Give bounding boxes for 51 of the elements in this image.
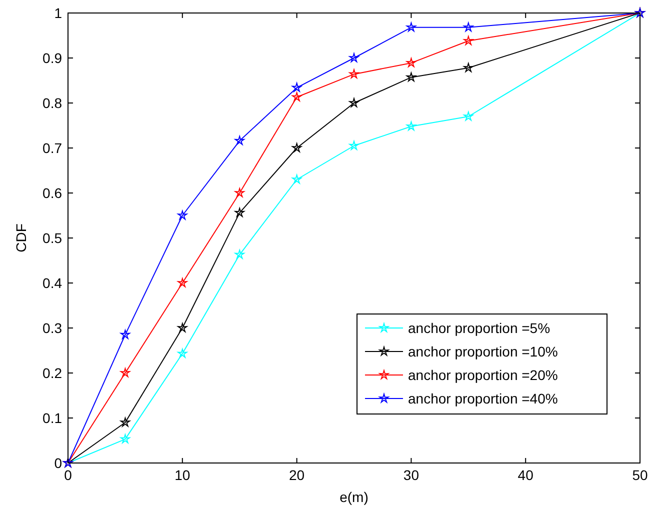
legend-label: anchor proportion =40% xyxy=(408,390,558,406)
y-tick-label: 0.3 xyxy=(42,320,62,336)
y-tick-label: 0.1 xyxy=(42,410,62,426)
point xyxy=(464,22,474,32)
point xyxy=(120,418,130,427)
point xyxy=(406,58,416,68)
y-axis-title: CDF xyxy=(13,224,29,252)
y-tick-label: 0.7 xyxy=(42,140,62,156)
point xyxy=(234,188,244,198)
x-tick-label: 20 xyxy=(289,467,305,483)
y-tick-label: 0.9 xyxy=(42,50,62,66)
point xyxy=(464,36,474,46)
point xyxy=(120,368,130,378)
point xyxy=(234,208,244,217)
x-tick-label: 30 xyxy=(403,467,420,483)
point xyxy=(292,82,302,92)
point xyxy=(464,112,474,121)
point xyxy=(120,434,130,444)
point xyxy=(178,210,188,220)
point xyxy=(178,278,188,288)
y-tick-label: 0.8 xyxy=(42,94,62,111)
point xyxy=(406,121,416,131)
y-tick-label: 1 xyxy=(54,4,62,21)
x-tick-label: 10 xyxy=(174,467,190,483)
point xyxy=(120,330,130,339)
x-tick-label: 40 xyxy=(518,467,534,483)
legend-label: anchor proportion =20% xyxy=(408,366,558,383)
y-tick-label: 0 xyxy=(54,454,62,471)
point xyxy=(406,22,416,32)
x-tick-label: 50 xyxy=(632,467,648,483)
point xyxy=(349,98,359,108)
y-tick-label: 0.5 xyxy=(42,230,62,246)
point xyxy=(178,348,188,358)
legend-label: anchor proportion =5% xyxy=(408,320,550,336)
point xyxy=(349,53,359,62)
point xyxy=(292,143,302,152)
point xyxy=(349,69,359,78)
point xyxy=(292,92,302,102)
legend-label: anchor proportion =10% xyxy=(408,343,558,360)
x-axis-title: e(m) xyxy=(340,489,368,505)
point xyxy=(292,174,302,184)
point xyxy=(234,136,244,145)
point xyxy=(178,323,188,332)
point xyxy=(349,140,359,150)
y-tick-label: 0.6 xyxy=(42,184,62,201)
x-tick-label: 0 xyxy=(64,467,72,483)
point xyxy=(464,62,474,72)
y-tick-label: 0.2 xyxy=(42,364,62,381)
point xyxy=(234,250,244,259)
point xyxy=(406,72,416,82)
y-tick-label: 0.4 xyxy=(42,274,62,291)
